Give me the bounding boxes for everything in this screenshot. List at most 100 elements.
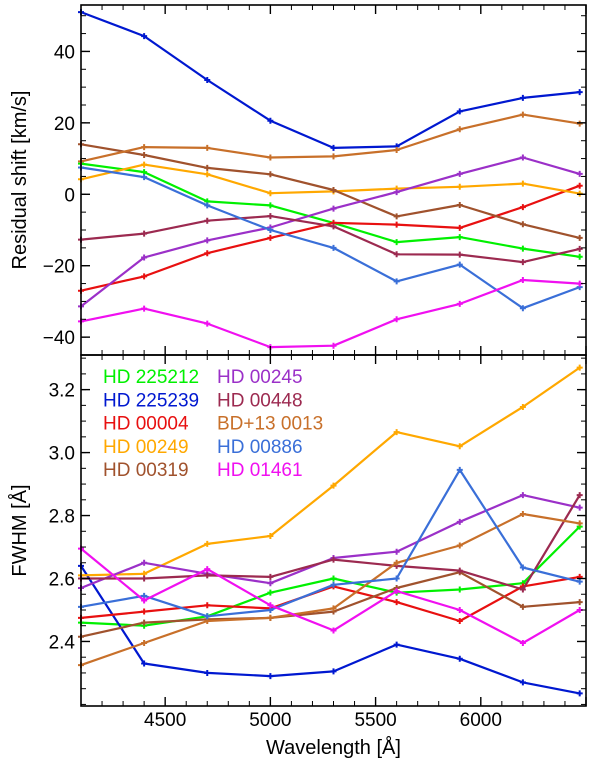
top-point-hd-00886 — [330, 244, 337, 251]
bot-point-hd-225212 — [456, 586, 463, 593]
bot-point-hd-225239 — [576, 690, 583, 697]
top-point-hd-00004 — [141, 273, 148, 280]
top-point-bd-13-0013 — [456, 126, 463, 133]
top-panel-residual-shift: −40 −20 0 20 40 Residual shift [km/s] — [9, 4, 587, 356]
top-point-hd-00886 — [393, 278, 400, 285]
legend-hd-01461: HD 01461 — [217, 460, 303, 481]
bot-ytick-label: 2.6 — [49, 570, 75, 591]
top-point-hd-01461 — [519, 277, 526, 283]
top-point-hd-00245 — [204, 237, 211, 244]
top-ytick-label: 40 — [54, 42, 75, 63]
bot-point-hd-00319 — [576, 599, 583, 606]
top-point-hd-00004 — [204, 250, 211, 257]
bot-point-hd-01461 — [204, 566, 211, 573]
top-point-hd-00004 — [267, 234, 274, 241]
bottom-ticks-group: 2.4 2.6 2.8 3.0 3.2 4500 5000 5500 6000 — [49, 355, 587, 731]
top-ytick-label: 20 — [54, 114, 75, 135]
bot-point-hd-00249 — [576, 364, 583, 371]
bot-ytick-label: 3.2 — [49, 381, 75, 402]
legend-bd-13-0013: BD+13 0013 — [217, 414, 323, 435]
bot-point-hd-00886 — [330, 581, 337, 588]
top-point-bd-13-0013 — [141, 144, 148, 151]
top-ytick-label: −40 — [43, 328, 75, 349]
xtick-label: 4500 — [144, 710, 186, 731]
top-point-hd-225239 — [330, 144, 337, 151]
top-point-hd-00448 — [576, 245, 583, 252]
top-point-bd-13-0013 — [330, 153, 337, 160]
bot-point-hd-00448 — [141, 575, 148, 582]
top-point-hd-00319 — [519, 221, 526, 228]
top-point-hd-00249 — [267, 190, 274, 197]
bottom-panel-fwhm: 2.4 2.6 2.8 3.0 3.2 4500 5000 5500 6000 FWHM [Å]… — [8, 354, 587, 759]
top-ytick-label: −20 — [43, 257, 75, 278]
bot-point-hd-00448 — [576, 492, 583, 499]
top-point-hd-225212 — [519, 245, 526, 252]
bot-point-hd-01461 — [330, 627, 337, 634]
top-point-hd-01461 — [141, 305, 148, 312]
legend-hd-00249: HD 00249 — [103, 437, 189, 458]
top-point-hd-00319 — [267, 171, 274, 178]
top-point-hd-00448 — [141, 230, 148, 237]
bot-point-hd-00004 — [141, 608, 148, 615]
top-point-hd-00448 — [204, 217, 211, 224]
bot-point-hd-00886 — [456, 466, 463, 473]
top-ytick-label: 0 — [64, 185, 75, 206]
bot-point-hd-00448 — [519, 586, 526, 593]
bot-point-hd-01461 — [456, 606, 463, 613]
bottom-series-group — [78, 364, 583, 697]
bot-point-hd-00245 — [456, 518, 463, 525]
top-point-hd-00319 — [393, 213, 400, 220]
legend-hd-00886: HD 00886 — [217, 437, 303, 458]
bottom-plot-frame — [80, 354, 587, 707]
bot-point-hd-00448 — [330, 556, 337, 563]
bot-point-hd-225239 — [393, 641, 400, 648]
bot-point-hd-00886 — [204, 613, 211, 620]
bot-point-hd-225239 — [204, 669, 211, 676]
bot-point-hd-00249 — [330, 482, 337, 489]
xtick-label: 5500 — [354, 710, 396, 731]
bot-point-hd-00448 — [204, 572, 211, 579]
bot-ytick-label: 3.0 — [49, 444, 75, 465]
top-point-hd-01461 — [330, 342, 337, 349]
bot-point-hd-00249 — [519, 403, 526, 410]
top-point-bd-13-0013 — [393, 147, 400, 153]
xtick-label: 6000 — [460, 710, 502, 731]
top-point-hd-00886 — [456, 261, 463, 268]
top-point-hd-00245 — [393, 189, 400, 196]
top-point-hd-225239 — [456, 108, 463, 115]
top-point-hd-225212 — [576, 253, 583, 260]
bot-point-hd-225212 — [267, 589, 274, 596]
top-series-group — [78, 9, 583, 351]
top-point-hd-00448 — [267, 213, 274, 220]
legend-hd-00245: HD 00245 — [217, 367, 303, 388]
top-line-hd-00004 — [80, 184, 581, 292]
bot-point-hd-225239 — [330, 668, 337, 675]
top-point-hd-00249 — [576, 190, 583, 197]
bot-point-hd-225239 — [456, 655, 463, 662]
bot-point-hd-00249 — [393, 429, 400, 436]
top-point-hd-00004 — [456, 224, 463, 231]
top-point-bd-13-0013 — [576, 120, 583, 127]
top-point-hd-00448 — [456, 251, 463, 258]
x-axis-label: Wavelength [Å] — [266, 736, 401, 759]
bot-point-hd-225239 — [519, 679, 526, 686]
top-point-hd-225212 — [393, 239, 400, 246]
bot-line-hd-00319 — [80, 571, 580, 638]
top-point-bd-13-0013 — [267, 154, 274, 161]
top-point-hd-00245 — [576, 170, 583, 177]
bot-point-bd-13-0013 — [393, 559, 400, 566]
top-point-hd-225212 — [267, 202, 274, 209]
top-point-hd-00245 — [519, 154, 526, 161]
legend-hd-00004: HD 00004 — [103, 414, 189, 435]
top-point-hd-00004 — [576, 182, 583, 189]
top-point-hd-225212 — [456, 234, 463, 241]
top-point-hd-00886 — [519, 305, 526, 312]
bot-point-hd-00249 — [204, 540, 211, 547]
bot-point-hd-00245 — [393, 548, 400, 555]
bot-point-hd-00004 — [456, 618, 463, 625]
bot-point-hd-00249 — [267, 533, 274, 540]
top-point-hd-00448 — [519, 259, 526, 266]
bot-point-hd-225212 — [330, 575, 337, 582]
bot-line-hd-00448 — [81, 494, 581, 591]
